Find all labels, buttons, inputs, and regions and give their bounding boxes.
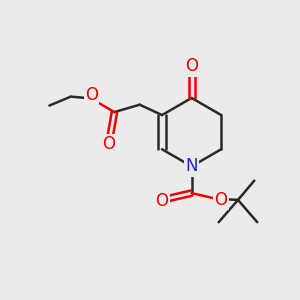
Text: O: O: [185, 57, 198, 75]
Text: N: N: [185, 157, 198, 175]
Text: O: O: [214, 191, 227, 209]
Text: O: O: [85, 86, 98, 104]
Text: O: O: [155, 192, 168, 210]
Text: O: O: [102, 135, 115, 153]
